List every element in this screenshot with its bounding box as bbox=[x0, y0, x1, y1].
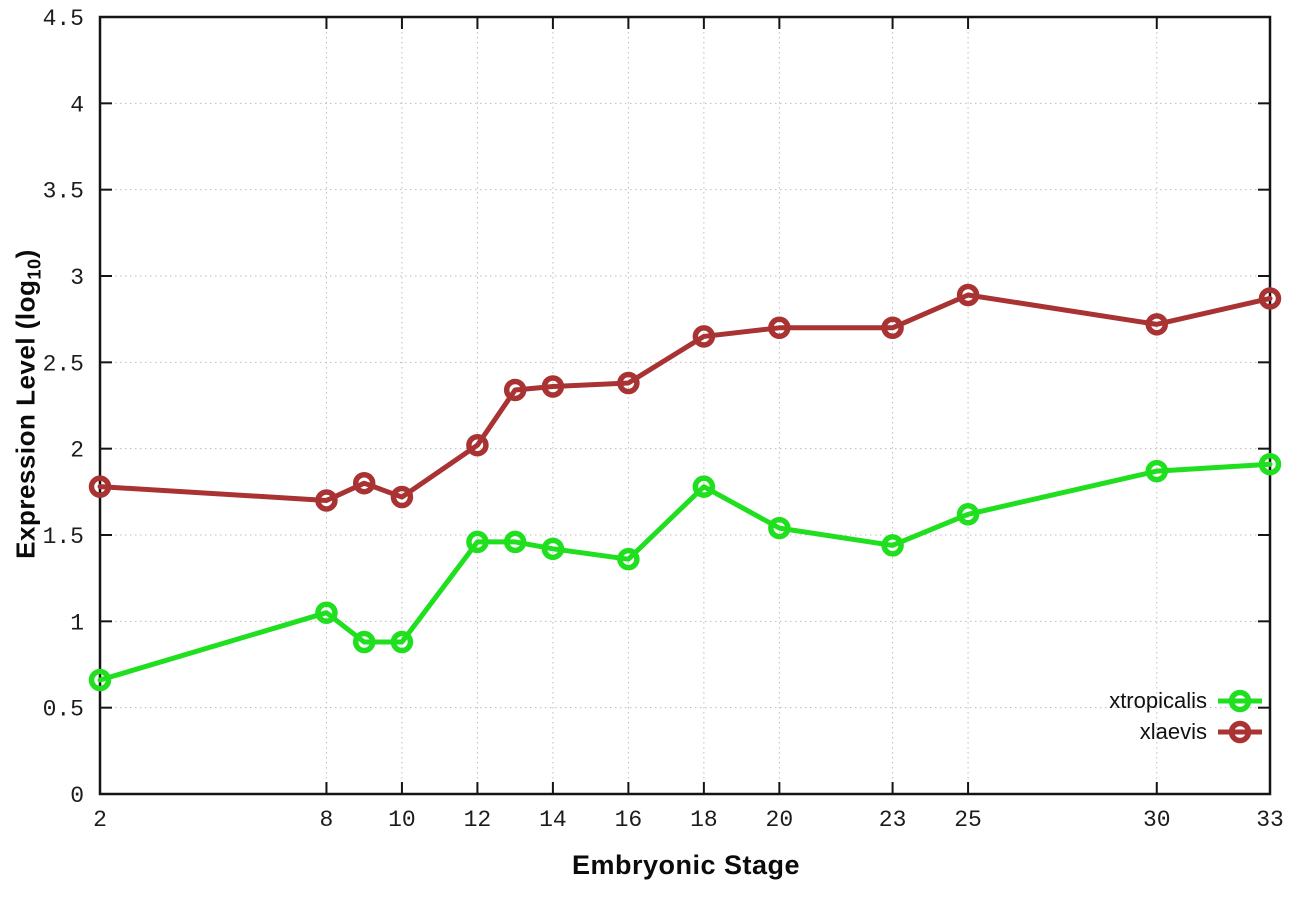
svg-text:23: 23 bbox=[879, 807, 907, 833]
y-axis-title-subscript: 10 bbox=[24, 258, 45, 280]
svg-text:0: 0 bbox=[70, 783, 84, 809]
svg-text:4.5: 4.5 bbox=[43, 6, 84, 32]
legend-row-xlaevis: xlaevis bbox=[1140, 717, 1264, 747]
svg-text:1.5: 1.5 bbox=[43, 524, 84, 550]
svg-text:25: 25 bbox=[954, 807, 982, 833]
svg-text:30: 30 bbox=[1143, 807, 1171, 833]
legend-label-xtropicalis: xtropicalis bbox=[1109, 688, 1207, 713]
svg-text:0.5: 0.5 bbox=[43, 697, 84, 723]
x-axis-title: Embryonic Stage bbox=[571, 850, 801, 880]
y-axis-title: Expression Level (log10) bbox=[10, 249, 45, 559]
svg-text:2: 2 bbox=[70, 438, 84, 464]
svg-text:3.5: 3.5 bbox=[43, 179, 84, 205]
svg-text:33: 33 bbox=[1256, 807, 1284, 833]
svg-text:4: 4 bbox=[70, 92, 84, 118]
svg-text:12: 12 bbox=[464, 807, 492, 833]
legend-row-xtropicalis: xtropicalis bbox=[1109, 686, 1264, 716]
line-marker-sample-icon bbox=[1218, 720, 1262, 744]
svg-text:10: 10 bbox=[388, 807, 416, 833]
svg-text:2: 2 bbox=[93, 807, 107, 833]
svg-text:2.5: 2.5 bbox=[43, 351, 84, 377]
svg-text:14: 14 bbox=[539, 807, 567, 833]
svg-text:1: 1 bbox=[70, 610, 84, 636]
y-axis-title-suffix: ) bbox=[10, 249, 41, 259]
legend-label-xlaevis: xlaevis bbox=[1139, 719, 1207, 744]
line-marker-sample-icon bbox=[1218, 689, 1262, 713]
legend: xtropicalis xlaevis bbox=[1109, 686, 1264, 747]
svg-text:20: 20 bbox=[766, 807, 794, 833]
y-axis-title-text: Expression Level (log bbox=[10, 279, 41, 559]
svg-text:16: 16 bbox=[615, 807, 643, 833]
svg-text:18: 18 bbox=[690, 807, 718, 833]
svg-text:3: 3 bbox=[70, 265, 84, 291]
svg-text:8: 8 bbox=[320, 807, 334, 833]
